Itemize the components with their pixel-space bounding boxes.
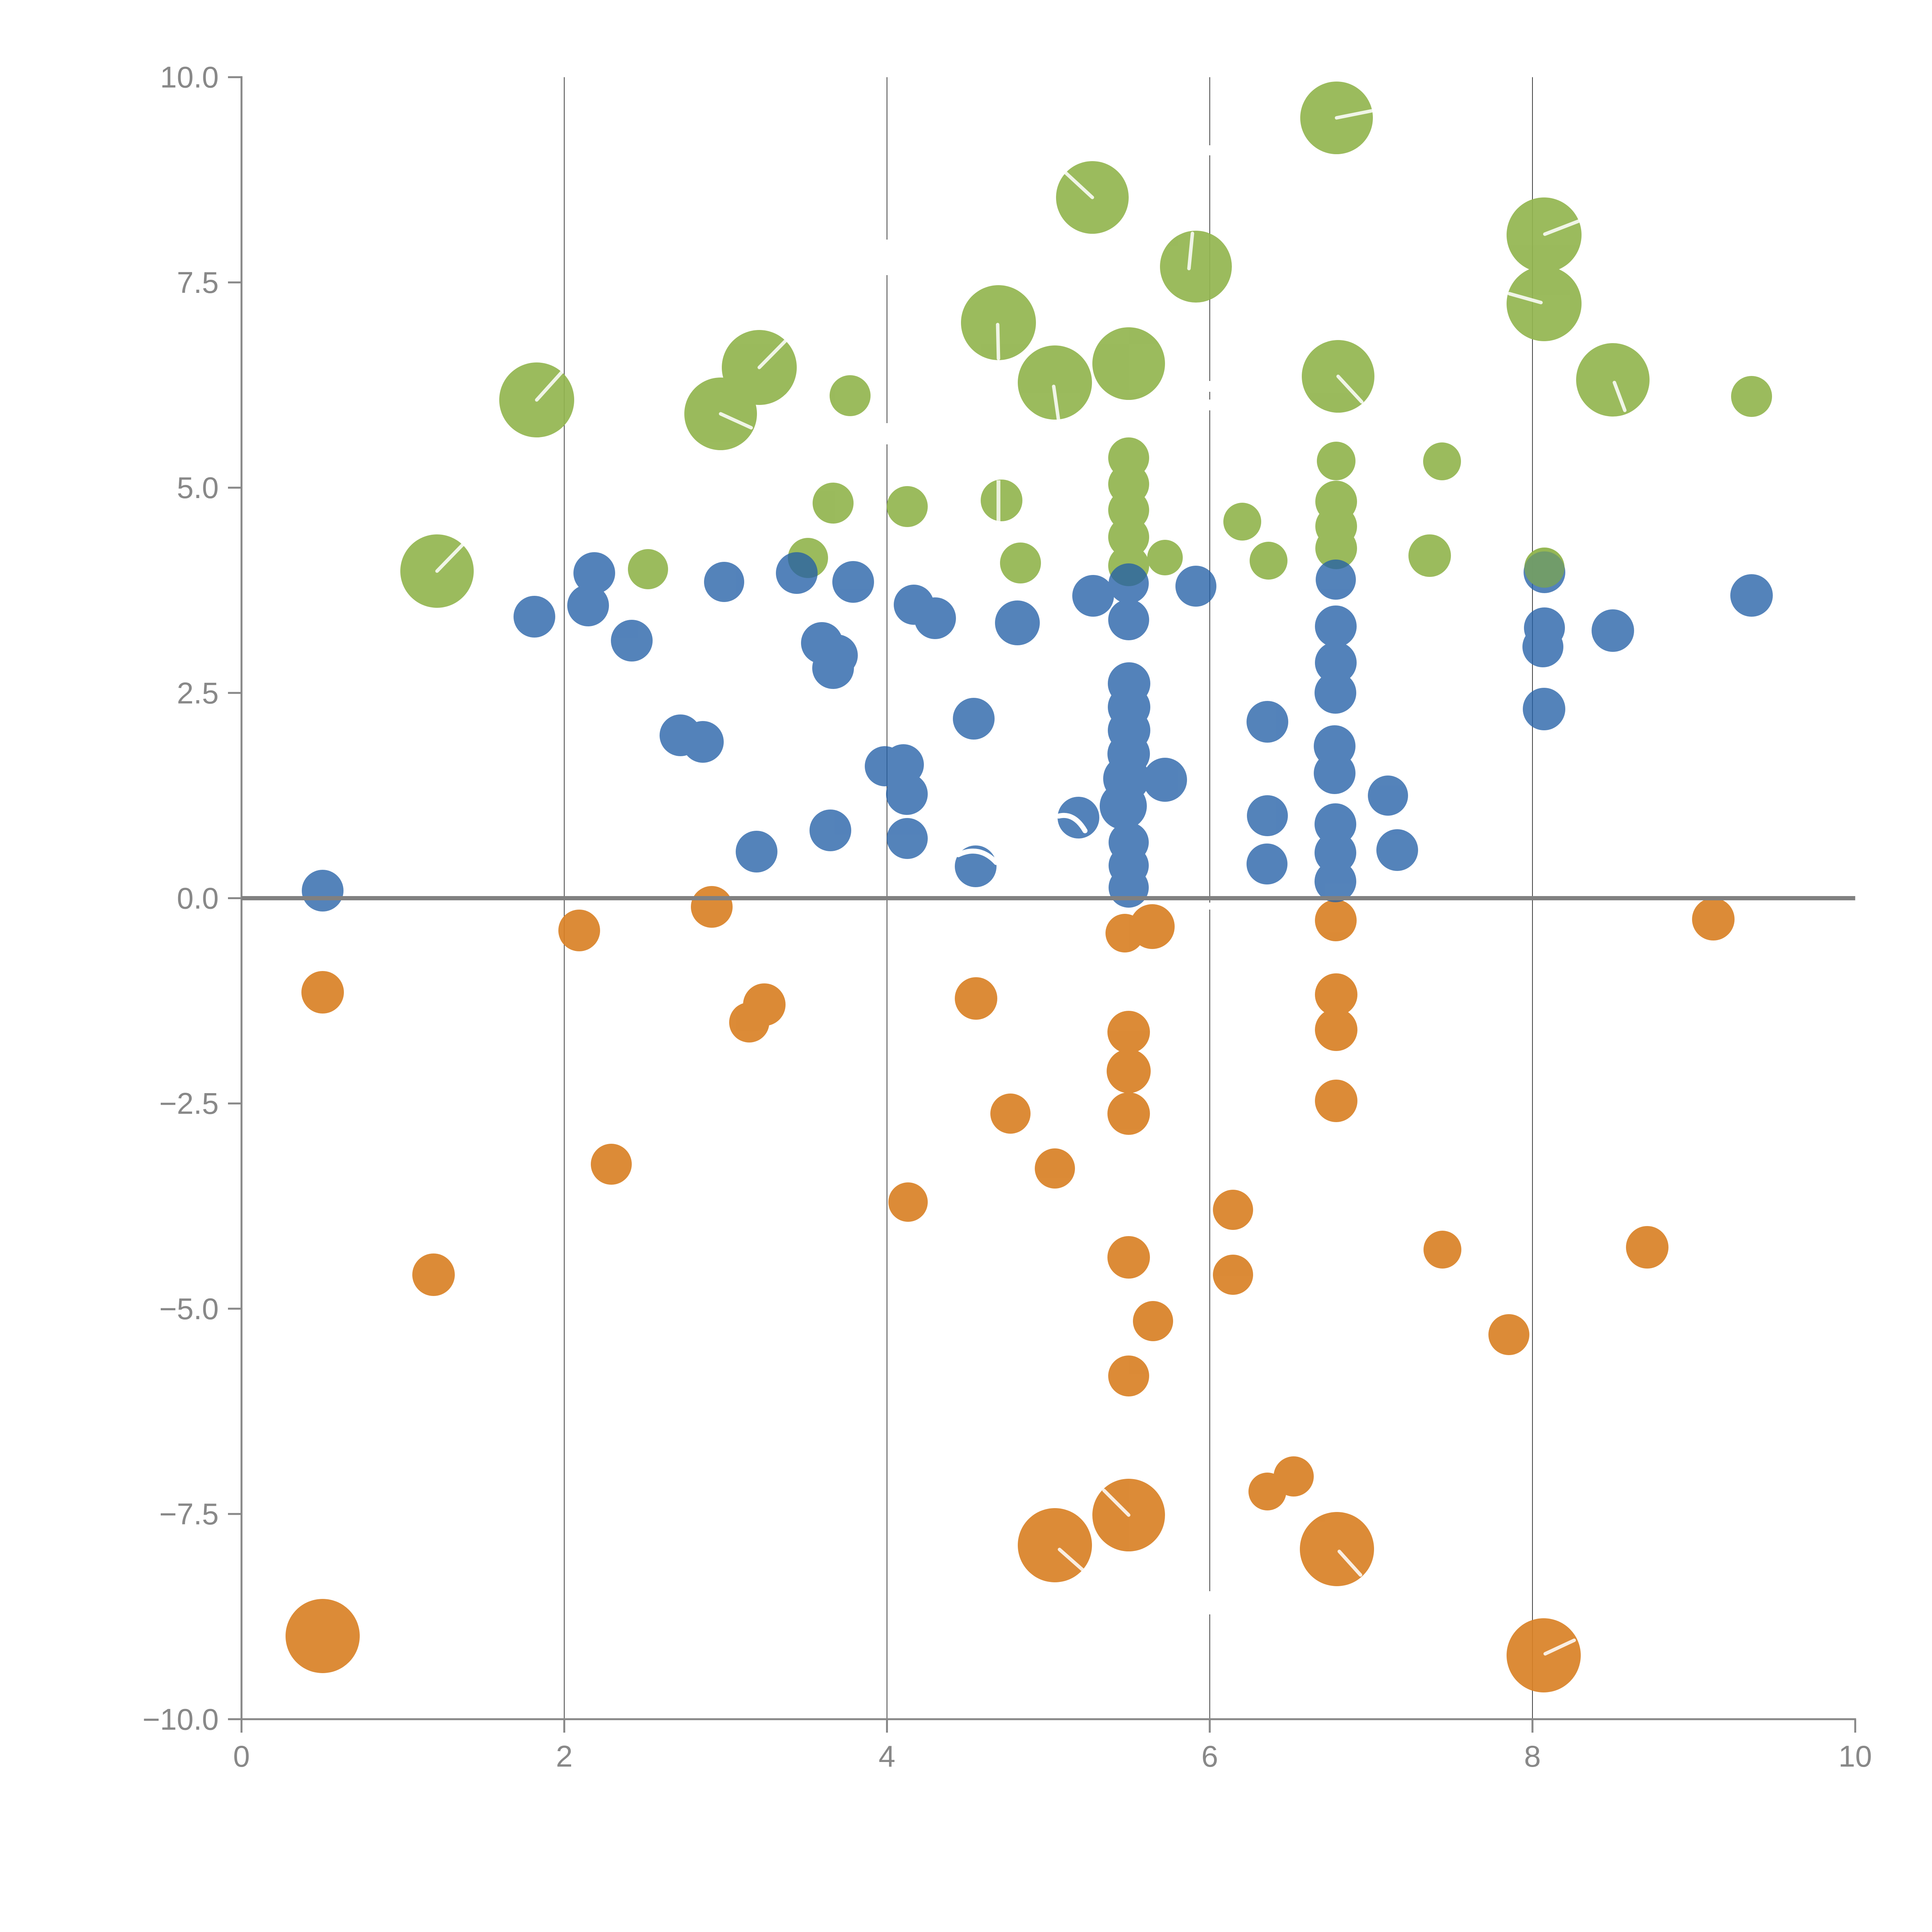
svg-text:4: 4	[879, 1739, 895, 1773]
svg-text:8: 8	[1524, 1739, 1541, 1773]
svg-text:2: 2	[556, 1739, 573, 1773]
svg-text:10.0: 10.0	[160, 60, 219, 94]
svg-text:−2.5: −2.5	[159, 1087, 219, 1121]
svg-text:2.5: 2.5	[177, 676, 219, 710]
svg-text:0: 0	[233, 1739, 250, 1773]
svg-text:−10.0: −10.0	[143, 1702, 219, 1736]
svg-text:5.0: 5.0	[177, 471, 219, 505]
svg-text:−5.0: −5.0	[159, 1292, 219, 1326]
svg-text:6: 6	[1201, 1739, 1218, 1773]
svg-text:10: 10	[1838, 1739, 1872, 1773]
svg-text:−7.5: −7.5	[159, 1497, 219, 1531]
svg-text:0.0: 0.0	[177, 881, 219, 915]
svg-text:7.5: 7.5	[177, 265, 219, 299]
